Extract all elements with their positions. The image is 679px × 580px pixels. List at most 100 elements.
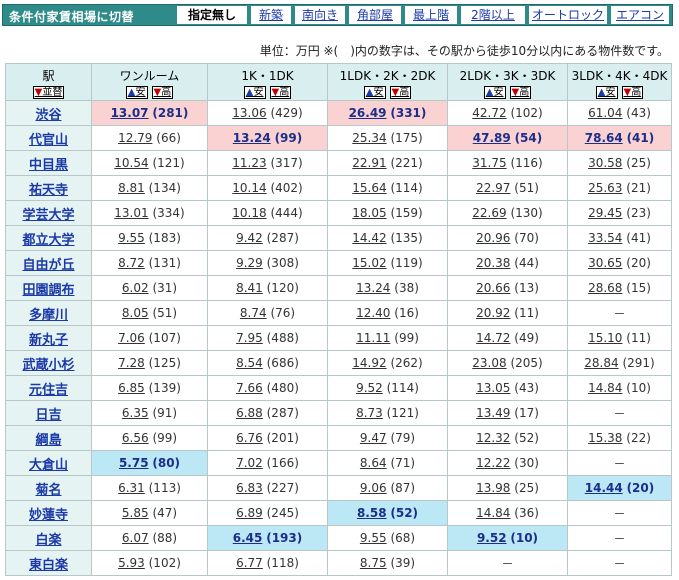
tab-air-conditioner[interactable]: エアコン xyxy=(611,6,669,24)
price-link[interactable]: 13.49 xyxy=(476,406,511,420)
price-link[interactable]: 10.18 xyxy=(232,206,267,220)
price-link[interactable]: 31.75 xyxy=(472,156,507,170)
price-link[interactable]: 12.79 xyxy=(118,131,153,145)
price-link[interactable]: 5.75 xyxy=(118,456,149,470)
price-link[interactable]: 8.58 xyxy=(356,506,387,520)
price-link[interactable]: 7.06 xyxy=(118,331,145,345)
price-link[interactable]: 22.91 xyxy=(352,156,387,170)
price-link[interactable]: 14.84 xyxy=(588,381,623,395)
sort-expensive-button[interactable]: ▼高 xyxy=(621,86,644,99)
price-link[interactable]: 6.76 xyxy=(236,431,263,445)
station-link[interactable]: 中目黒 xyxy=(28,157,68,173)
price-link[interactable]: 5.93 xyxy=(118,556,145,570)
price-link[interactable]: 9.42 xyxy=(236,231,263,245)
station-link[interactable]: 学芸大学 xyxy=(22,207,75,223)
price-link[interactable]: 6.89 xyxy=(236,506,263,520)
price-link[interactable]: 25.63 xyxy=(588,181,623,195)
price-link[interactable]: 9.06 xyxy=(359,481,387,495)
price-link[interactable]: 15.64 xyxy=(352,181,387,195)
price-link[interactable]: 6.35 xyxy=(121,406,149,420)
price-link[interactable]: 10.54 xyxy=(114,156,149,170)
price-link[interactable]: 8.41 xyxy=(236,281,263,295)
price-link[interactable]: 9.52 xyxy=(356,381,383,395)
price-link[interactable]: 20.66 xyxy=(476,281,511,295)
tab-no-condition[interactable]: 指定無し xyxy=(177,6,247,24)
price-link[interactable]: 8.72 xyxy=(118,256,145,270)
price-link[interactable]: 8.81 xyxy=(118,181,145,195)
station-link[interactable]: 自由が丘 xyxy=(22,257,75,273)
price-link[interactable]: 47.89 xyxy=(472,131,511,145)
station-link[interactable]: 菊名 xyxy=(35,482,62,498)
price-link[interactable]: 5.85 xyxy=(121,506,149,520)
price-link[interactable]: 12.22 xyxy=(476,456,511,470)
price-link[interactable]: 6.88 xyxy=(236,406,263,420)
price-link[interactable]: 18.05 xyxy=(352,206,387,220)
price-link[interactable]: 8.05 xyxy=(121,306,149,320)
price-link[interactable]: 12.40 xyxy=(356,306,391,320)
price-link[interactable]: 8.54 xyxy=(236,356,263,370)
price-link[interactable]: 8.64 xyxy=(359,456,387,470)
station-link[interactable]: 渋谷 xyxy=(35,107,62,123)
price-link[interactable]: 14.42 xyxy=(352,231,387,245)
price-link[interactable]: 6.85 xyxy=(118,381,145,395)
price-link[interactable]: 9.47 xyxy=(359,431,387,445)
price-link[interactable]: 9.29 xyxy=(236,256,263,270)
price-link[interactable]: 28.68 xyxy=(588,281,623,295)
station-link[interactable]: 東白楽 xyxy=(28,557,68,573)
price-link[interactable]: 8.74 xyxy=(239,306,267,320)
price-link[interactable]: 22.69 xyxy=(472,206,507,220)
price-link[interactable]: 9.52 xyxy=(476,531,507,545)
sort-cheap-button[interactable]: ▲安 xyxy=(595,86,618,99)
station-link[interactable]: 日吉 xyxy=(35,407,62,423)
price-link[interactable]: 61.04 xyxy=(588,106,623,120)
price-link[interactable]: 20.96 xyxy=(476,231,511,245)
station-sort-button[interactable]: ▼並替 xyxy=(32,86,65,99)
price-link[interactable]: 6.02 xyxy=(121,281,149,295)
tab-corner-room[interactable]: 角部屋 xyxy=(349,6,401,24)
price-link[interactable]: 22.97 xyxy=(476,181,511,195)
station-link[interactable]: 綱島 xyxy=(35,432,62,448)
price-link[interactable]: 29.45 xyxy=(588,206,623,220)
price-link[interactable]: 28.84 xyxy=(584,356,619,370)
price-link[interactable]: 8.73 xyxy=(356,406,383,420)
price-link[interactable]: 26.49 xyxy=(348,106,387,120)
price-link[interactable]: 20.38 xyxy=(476,256,511,270)
price-link[interactable]: 11.11 xyxy=(356,331,391,345)
station-link[interactable]: 白楽 xyxy=(35,532,62,548)
price-link[interactable]: 30.65 xyxy=(588,256,623,270)
price-link[interactable]: 6.77 xyxy=(236,556,263,570)
price-link[interactable]: 30.58 xyxy=(588,156,623,170)
price-link[interactable]: 6.31 xyxy=(118,481,145,495)
price-link[interactable]: 14.92 xyxy=(352,356,387,370)
price-link[interactable]: 7.95 xyxy=(236,331,263,345)
price-link[interactable]: 12.32 xyxy=(476,431,511,445)
price-link[interactable]: 15.38 xyxy=(588,431,623,445)
price-link[interactable]: 7.28 xyxy=(118,356,145,370)
price-link[interactable]: 11.23 xyxy=(232,156,267,170)
price-link[interactable]: 20.92 xyxy=(476,306,511,320)
price-link[interactable]: 13.24 xyxy=(356,281,391,295)
sort-expensive-button[interactable]: ▼高 xyxy=(389,86,412,99)
station-link[interactable]: 都立大学 xyxy=(22,232,75,248)
tab-new-construction[interactable]: 新築 xyxy=(251,6,291,24)
sort-expensive-button[interactable]: ▼高 xyxy=(151,86,174,99)
price-link[interactable]: 78.64 xyxy=(584,131,623,145)
sort-cheap-button[interactable]: ▲安 xyxy=(483,86,506,99)
sort-cheap-button[interactable]: ▲安 xyxy=(125,86,148,99)
price-link[interactable]: 14.84 xyxy=(476,506,511,520)
price-link[interactable]: 25.34 xyxy=(352,131,387,145)
tab-auto-lock[interactable]: オートロック xyxy=(529,6,607,24)
station-link[interactable]: 大倉山 xyxy=(28,457,68,473)
price-link[interactable]: 13.01 xyxy=(114,206,149,220)
price-link[interactable]: 13.07 xyxy=(110,106,149,120)
price-link[interactable]: 9.55 xyxy=(118,231,145,245)
price-link[interactable]: 23.08 xyxy=(472,356,507,370)
sort-expensive-button[interactable]: ▼高 xyxy=(269,86,292,99)
price-link[interactable]: 6.56 xyxy=(121,431,149,445)
price-link[interactable]: 15.02 xyxy=(352,256,387,270)
station-link[interactable]: 元住吉 xyxy=(28,382,68,398)
price-link[interactable]: 14.72 xyxy=(476,331,511,345)
station-link[interactable]: 田園調布 xyxy=(22,282,75,298)
tab-2nd-floor-up[interactable]: 2階以上 xyxy=(461,6,525,24)
price-link[interactable]: 7.02 xyxy=(236,456,263,470)
